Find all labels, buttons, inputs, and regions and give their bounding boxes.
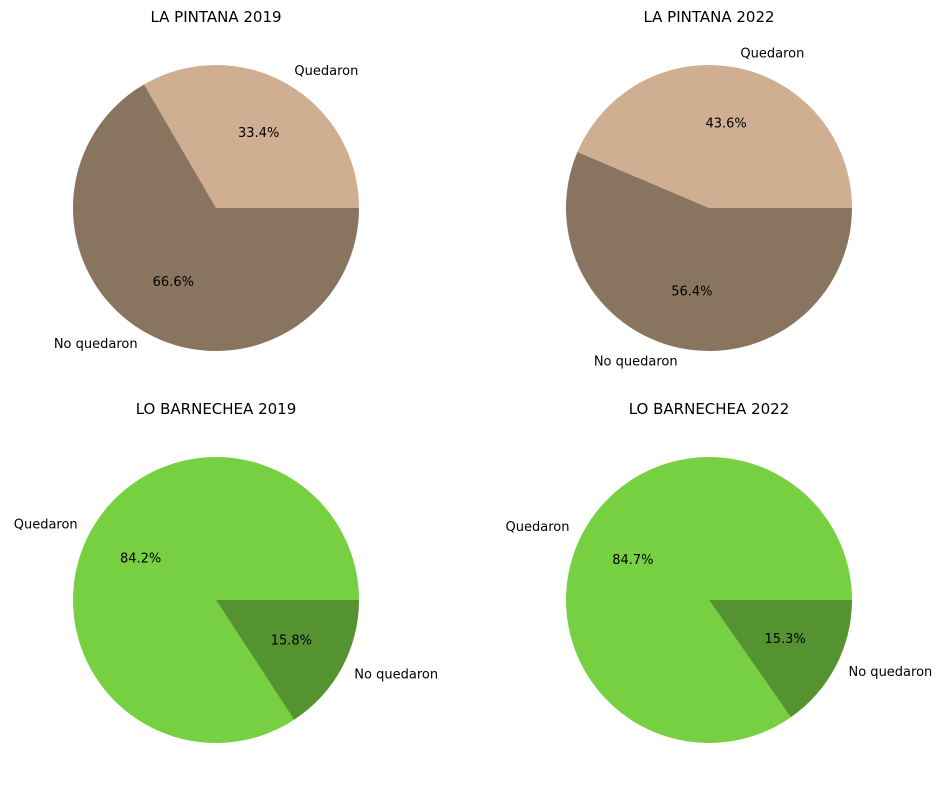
chart-title: LO BARNECHEA 2022 bbox=[629, 400, 790, 418]
slice-label-no-quedaron: No quedaron bbox=[849, 665, 933, 680]
pie-slice-quedaron bbox=[143, 64, 359, 208]
pie-slice-no-quedaron bbox=[709, 600, 852, 718]
slice-label-quedaron: Quedaron bbox=[14, 518, 78, 533]
slice-label-no-quedaron: No quedaron bbox=[354, 667, 438, 682]
slice-percent-quedaron: 84.7% bbox=[612, 553, 653, 568]
slice-percent-quedaron: 33.4% bbox=[238, 126, 279, 141]
chart-title: LO BARNECHEA 2019 bbox=[136, 400, 297, 418]
pie-chart-lo-barnechea-2022: LO BARNECHEA 2022 Quedaron 84.7% No quedaro… bbox=[506, 400, 933, 743]
pie-slice-no-quedaron bbox=[216, 600, 359, 720]
slice-label-quedaron: Quedaron bbox=[294, 64, 358, 79]
pie-slice-quedaron bbox=[577, 65, 852, 209]
slice-label-quedaron: Quedaron bbox=[506, 520, 570, 535]
pie-slice-no-quedaron bbox=[566, 152, 852, 352]
pie-chart-lo-barnechea-2019: LO BARNECHEA 2019 Quedaron 84.2% No quedaro… bbox=[14, 400, 438, 744]
slice-label-no-quedaron: No quedaron bbox=[594, 355, 678, 370]
slice-label-quedaron: Quedaron bbox=[740, 46, 804, 61]
slice-label-no-quedaron: No quedaron bbox=[54, 337, 138, 352]
pie-slice-no-quedaron bbox=[73, 84, 360, 351]
slice-percent-no-quedaron: 66.6% bbox=[153, 275, 194, 290]
slice-percent-quedaron: 43.6% bbox=[705, 116, 746, 131]
chart-title: LA PINTANA 2022 bbox=[643, 8, 774, 26]
pie-chart-la-pintana-2022: LA PINTANA 2022 Quedaron 43.6% No quedaron 5… bbox=[566, 8, 852, 370]
pie-chart-la-pintana-2019: LA PINTANA 2019 Quedaron 33.4% No quedaron 6… bbox=[54, 8, 360, 352]
slice-percent-quedaron: 84.2% bbox=[120, 552, 161, 567]
slice-percent-no-quedaron: 15.8% bbox=[271, 633, 312, 648]
slice-percent-no-quedaron: 15.3% bbox=[764, 632, 805, 647]
pie-slice-quedaron bbox=[566, 456, 852, 743]
slice-percent-no-quedaron: 56.4% bbox=[671, 285, 712, 300]
chart-title: LA PINTANA 2019 bbox=[150, 8, 281, 26]
pie-slice-quedaron bbox=[73, 457, 359, 744]
